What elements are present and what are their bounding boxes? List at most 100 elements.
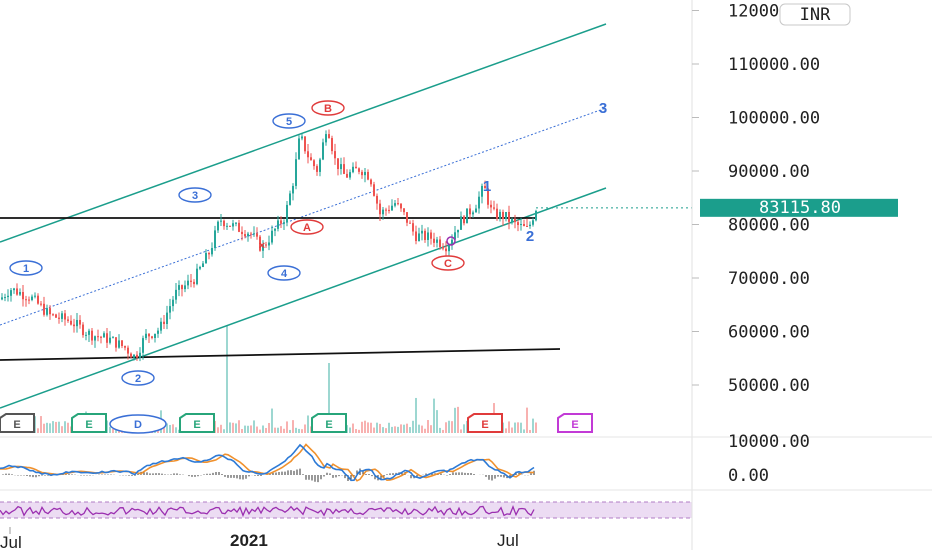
wave-label-3[interactable]: 3 [178, 187, 212, 203]
candle [289, 190, 291, 206]
svg-text:4: 4 [281, 268, 288, 280]
svg-text:3: 3 [192, 190, 198, 202]
lower-trend-line[interactable] [0, 348, 561, 361]
candle [43, 296, 45, 317]
wave-label-2[interactable]: 2 [121, 370, 155, 386]
volume-bar [520, 422, 522, 433]
candle [271, 225, 273, 245]
candle [361, 169, 363, 179]
currency-badge[interactable]: INR [779, 3, 851, 26]
volume-bar [442, 429, 444, 433]
wave-label-A[interactable]: A [290, 219, 324, 235]
wave-label-5[interactable]: 5 [272, 113, 306, 129]
candle [85, 331, 87, 341]
candle [373, 181, 375, 197]
candle [328, 129, 330, 139]
volume-bar [175, 427, 177, 433]
candle [238, 219, 240, 233]
candle [268, 235, 270, 251]
candle [106, 327, 108, 349]
event-marker-E[interactable]: E [311, 413, 347, 433]
volume-bar [406, 423, 408, 433]
volume-bar [400, 424, 402, 433]
candle [244, 230, 246, 239]
candle [280, 216, 282, 229]
channel-median-line[interactable] [0, 107, 607, 326]
candle [430, 229, 432, 245]
price-axis: 120000.00110000.00100000.0090000.0080000… [692, 2, 820, 396]
channel-lower-line[interactable] [0, 187, 607, 409]
volume-bar [244, 425, 246, 433]
candle [532, 217, 534, 227]
forecast-wave-2[interactable]: 2 [526, 228, 534, 245]
volume-bar [418, 424, 420, 433]
candle [79, 315, 81, 329]
event-marker-E[interactable]: E [71, 413, 107, 433]
candle [508, 205, 510, 230]
volume-bar [58, 421, 60, 433]
volume-bar [433, 398, 435, 433]
volume-bar [376, 422, 378, 433]
volume-bar [250, 425, 252, 433]
wave-label-4[interactable]: 4 [267, 265, 301, 281]
candle [73, 318, 75, 333]
event-marker-D[interactable]: D [109, 414, 167, 434]
candle [379, 199, 381, 221]
candle [511, 217, 513, 225]
last-price-value: 83115.80 [759, 198, 841, 218]
candle [7, 289, 9, 302]
event-marker-E[interactable]: E [557, 413, 593, 433]
candle [403, 207, 405, 216]
svg-text:2: 2 [135, 373, 141, 385]
candle [226, 222, 228, 230]
forecast-wave-1[interactable]: 1 [483, 178, 491, 195]
candle [127, 345, 129, 360]
candle [124, 345, 126, 351]
candle [223, 219, 225, 230]
last-price-tag: 83115.80 [700, 198, 898, 218]
candle [331, 135, 333, 155]
candle [211, 242, 213, 257]
candle [367, 169, 369, 181]
candle [52, 313, 54, 317]
candle [283, 219, 285, 230]
candle [397, 197, 399, 206]
candle [175, 283, 177, 304]
candle [349, 169, 351, 180]
volume-bar [385, 428, 387, 433]
wave-label-B[interactable]: B [311, 100, 345, 116]
candle [133, 354, 135, 361]
candle [325, 130, 327, 146]
svg-text:D: D [134, 419, 142, 431]
volume-bar [274, 427, 276, 433]
candle [376, 193, 378, 210]
price-tick: 100000.00 [728, 109, 820, 129]
volume-bar [439, 427, 441, 433]
candle [115, 337, 117, 352]
candle [208, 251, 210, 260]
candle [217, 220, 219, 233]
candle [424, 228, 426, 243]
wave-label-1[interactable]: 1 [9, 260, 43, 276]
channel-upper-line[interactable] [0, 23, 607, 243]
svg-text:E: E [325, 419, 332, 431]
price-tick: 80000.00 [728, 216, 810, 236]
volume-bar [256, 426, 258, 433]
candle [187, 274, 189, 290]
volume-bar [397, 426, 399, 433]
candle [463, 215, 465, 226]
wave-label-C[interactable]: C [431, 255, 465, 271]
candle [145, 328, 147, 341]
candle [46, 304, 48, 317]
forecast-wave-3[interactable]: 3 [599, 100, 607, 117]
event-marker-E[interactable]: E [0, 413, 35, 433]
volume-bar [523, 429, 525, 433]
volume-bar [46, 422, 48, 433]
volume-bar [364, 420, 366, 433]
candle [49, 305, 51, 320]
event-marker-E[interactable]: E [179, 413, 215, 433]
event-marker-E[interactable]: E [467, 413, 503, 433]
